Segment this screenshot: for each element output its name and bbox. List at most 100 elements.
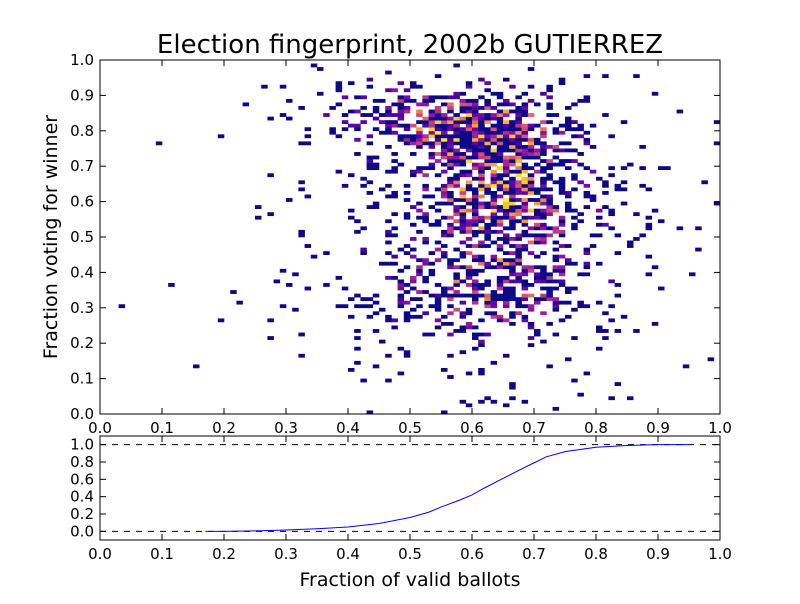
heatmap-y-tick-label: 0.0 bbox=[70, 405, 94, 423]
heatmap-cell bbox=[515, 144, 522, 149]
heatmap-cell bbox=[447, 311, 454, 316]
heatmap-cell bbox=[447, 106, 454, 110]
heatmap-cell bbox=[707, 357, 715, 362]
heatmap-cell bbox=[472, 222, 479, 227]
heatmap-cell bbox=[465, 127, 473, 132]
heatmap-cell bbox=[410, 286, 417, 291]
heatmap-cell bbox=[286, 116, 293, 121]
heatmap-cell bbox=[589, 123, 597, 128]
heatmap-cell bbox=[335, 304, 343, 309]
heatmap-cell bbox=[385, 251, 392, 255]
heatmap-cell bbox=[385, 378, 392, 383]
heatmap-cell bbox=[416, 215, 423, 220]
heatmap-cell bbox=[447, 120, 454, 125]
heatmap-cell bbox=[385, 70, 392, 75]
heatmap-cell bbox=[565, 300, 572, 305]
heatmap-cell bbox=[391, 226, 398, 231]
heatmap-cell bbox=[534, 265, 541, 270]
heatmap-cell bbox=[385, 109, 392, 114]
heatmap-cell bbox=[503, 265, 510, 270]
heatmap-cell bbox=[490, 215, 498, 220]
heatmap-cell bbox=[503, 208, 510, 213]
heatmap-cell bbox=[521, 222, 529, 227]
heatmap-cell bbox=[596, 222, 603, 227]
heatmap-cell bbox=[447, 321, 454, 326]
heatmap-cell bbox=[546, 176, 553, 181]
heatmap-cell bbox=[478, 106, 485, 110]
heatmap-cell bbox=[360, 120, 367, 125]
heatmap-cell bbox=[571, 134, 578, 139]
heatmap-cell bbox=[298, 229, 305, 234]
heatmap-cell bbox=[490, 116, 498, 121]
heatmap-cell bbox=[527, 148, 535, 153]
heatmap-cell bbox=[496, 314, 504, 319]
heatmap-cell bbox=[472, 187, 479, 192]
heatmap-cell bbox=[608, 226, 615, 231]
heatmap-cell bbox=[354, 293, 361, 298]
heatmap-cell bbox=[441, 251, 448, 255]
heatmap-cell bbox=[552, 406, 560, 411]
heatmap-cell bbox=[565, 286, 572, 291]
heatmap-cell bbox=[459, 91, 467, 96]
heatmap-cell bbox=[403, 137, 411, 142]
heatmap-cell bbox=[503, 290, 510, 294]
heatmap-cell bbox=[552, 205, 560, 209]
heatmap-cell bbox=[447, 297, 454, 302]
heatmap-cell bbox=[304, 141, 312, 146]
heatmap-cell bbox=[360, 95, 367, 100]
heatmap-cell bbox=[459, 219, 467, 224]
heatmap-cell bbox=[490, 137, 498, 142]
heatmap-cell bbox=[540, 215, 547, 220]
heatmap-cell bbox=[465, 130, 473, 135]
heatmap-cell bbox=[565, 290, 572, 294]
heatmap-cell bbox=[360, 304, 367, 309]
heatmap-cell bbox=[472, 297, 479, 302]
heatmap-y-tick-label: 0.1 bbox=[70, 370, 94, 388]
heatmap-cell bbox=[441, 286, 448, 291]
heatmap-cell bbox=[558, 254, 566, 259]
heatmap-cell bbox=[540, 144, 547, 149]
heatmap-cell bbox=[527, 67, 535, 71]
heatmap-cell bbox=[441, 134, 448, 139]
heatmap-cell bbox=[385, 88, 392, 93]
heatmap-cell bbox=[658, 286, 665, 291]
heatmap-cell bbox=[503, 127, 510, 132]
heatmap-cell bbox=[552, 265, 560, 270]
heatmap-cell bbox=[558, 268, 566, 273]
heatmap-cell bbox=[298, 332, 305, 337]
heatmap-cell bbox=[478, 268, 485, 273]
heatmap-cell bbox=[490, 297, 498, 302]
heatmap-cell bbox=[639, 166, 646, 171]
heatmap-cell bbox=[571, 127, 578, 132]
heatmap-cell bbox=[490, 229, 498, 234]
heatmap-cell bbox=[279, 84, 287, 89]
heatmap-cell bbox=[509, 134, 516, 139]
heatmap-cell bbox=[527, 152, 535, 156]
heatmap-cell bbox=[558, 265, 566, 270]
heatmap-cell bbox=[428, 134, 436, 139]
heatmap-cell bbox=[583, 272, 591, 277]
heatmap-cell bbox=[453, 307, 460, 312]
heatmap-cell bbox=[372, 162, 380, 167]
heatmap-cell bbox=[608, 396, 615, 401]
heatmap-cell bbox=[608, 173, 615, 178]
heatmap-cell bbox=[385, 183, 392, 188]
heatmap-cell bbox=[478, 293, 485, 298]
heatmap-cell bbox=[521, 127, 529, 132]
heatmap-cell bbox=[403, 265, 411, 270]
heatmap-cell bbox=[453, 212, 460, 217]
heatmap-cell bbox=[503, 169, 510, 174]
heatmap-cell bbox=[354, 336, 361, 340]
heatmap-cell bbox=[441, 130, 448, 135]
heatmap-cell bbox=[428, 130, 436, 135]
heatmap-cell bbox=[534, 198, 541, 202]
heatmap-cell bbox=[465, 219, 473, 224]
heatmap-cell bbox=[397, 304, 405, 309]
heatmap-cell bbox=[416, 229, 423, 234]
heatmap-cell bbox=[540, 166, 547, 171]
heatmap-cell bbox=[341, 127, 349, 132]
heatmap-cell bbox=[422, 240, 429, 245]
heatmap-cell bbox=[416, 134, 423, 139]
heatmap-cell bbox=[441, 183, 448, 188]
heatmap-cell bbox=[434, 307, 442, 312]
